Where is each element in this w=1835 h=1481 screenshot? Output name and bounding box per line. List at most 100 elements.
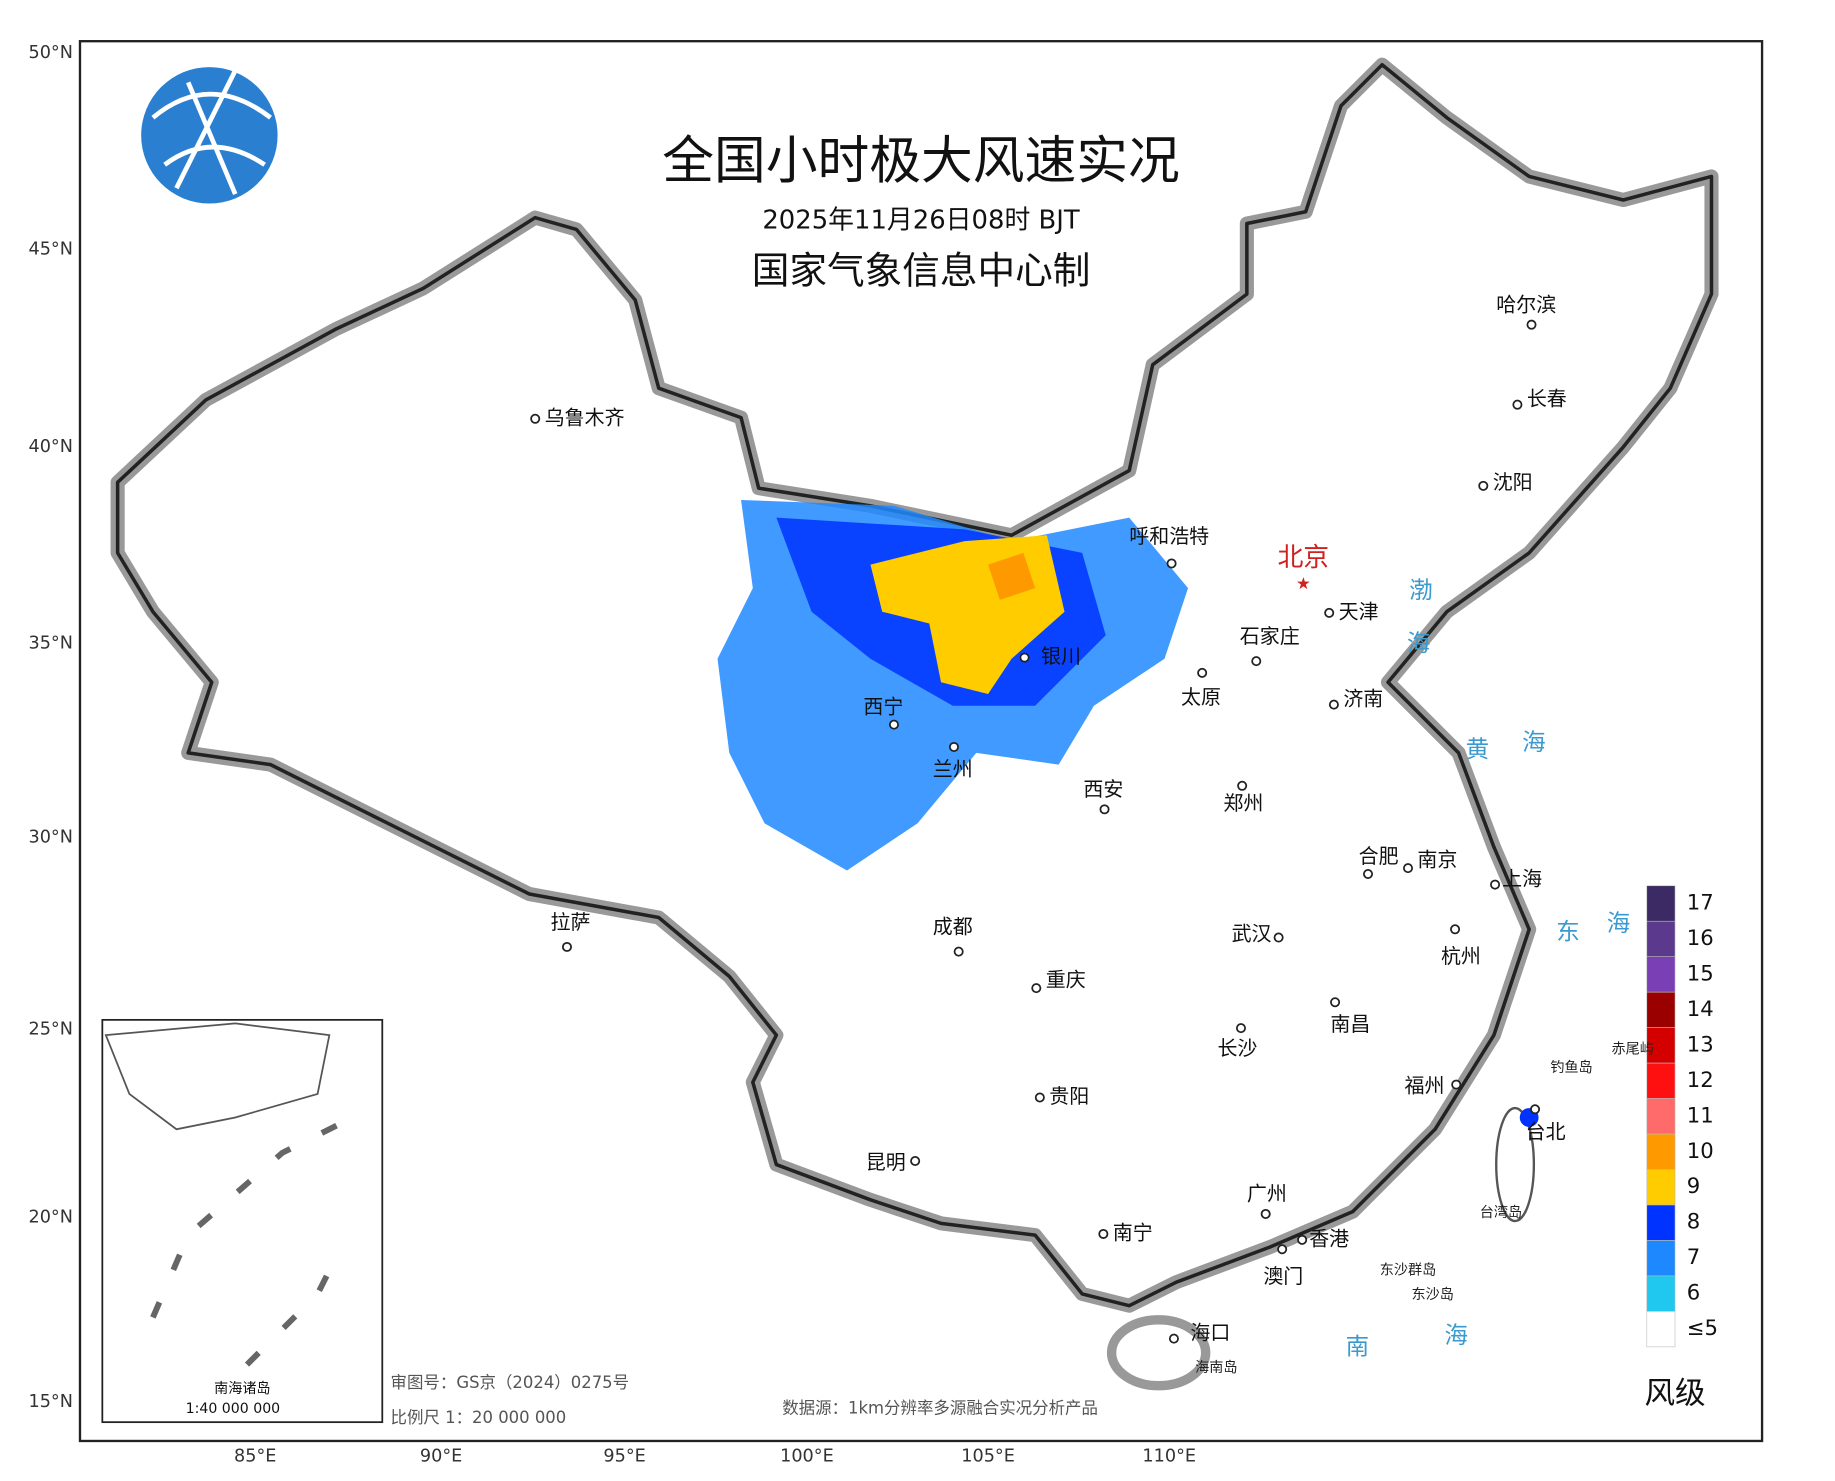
legend-swatch bbox=[1646, 991, 1676, 1028]
taiwan bbox=[1495, 1106, 1536, 1223]
city-label: 西安 bbox=[1083, 777, 1123, 801]
city-marker bbox=[1235, 1023, 1246, 1034]
review-number: 审图号：GS京（2024）0275号 bbox=[391, 1373, 630, 1392]
city-label: 台北 bbox=[1526, 1119, 1566, 1143]
city-label: 长沙 bbox=[1217, 1036, 1257, 1060]
legend-label: 9 bbox=[1687, 1173, 1700, 1198]
city-marker bbox=[1324, 607, 1335, 618]
legend-label: 11 bbox=[1687, 1102, 1714, 1127]
legend-swatch bbox=[1646, 1098, 1676, 1135]
city-label: 哈尔滨 bbox=[1496, 292, 1556, 316]
hainan bbox=[1106, 1315, 1211, 1391]
data-source: 数据源：1km分辨率多源融合实况分析产品 bbox=[782, 1399, 1098, 1418]
city-label: 重庆 bbox=[1046, 968, 1086, 992]
legend-swatch bbox=[1646, 1311, 1676, 1348]
longitude-label: 105°E bbox=[961, 1446, 1015, 1466]
place-label: 东 bbox=[1556, 917, 1580, 945]
city-marker bbox=[888, 719, 899, 730]
longitude-label: 95°E bbox=[603, 1446, 645, 1466]
map-time: 2025年11月26日08时 BJT bbox=[762, 206, 1080, 236]
place-label: 渤 bbox=[1409, 576, 1433, 604]
scale-note: 比例尺 1：20 000 000 bbox=[391, 1408, 567, 1427]
city-label: 拉萨 bbox=[551, 910, 591, 934]
legend-swatch bbox=[1646, 1027, 1676, 1064]
latitude-label: 30°N bbox=[28, 828, 72, 848]
city-label: 上海 bbox=[1502, 866, 1542, 890]
place-label: 海 bbox=[1407, 629, 1431, 657]
legend-swatch bbox=[1646, 1240, 1676, 1277]
city-label: 长春 bbox=[1527, 386, 1567, 410]
city-label: 昆明 bbox=[866, 1150, 906, 1174]
city-marker bbox=[1490, 879, 1501, 890]
city-marker bbox=[1099, 804, 1110, 815]
capital-star: ★ bbox=[1296, 574, 1311, 593]
inset-title: 南海诸岛 bbox=[214, 1381, 270, 1397]
city-marker bbox=[561, 941, 572, 952]
city-label: 成都 bbox=[933, 915, 973, 939]
city-marker bbox=[1251, 656, 1262, 667]
city-label: 天津 bbox=[1339, 599, 1379, 623]
longitude-label: 100°E bbox=[780, 1446, 834, 1466]
city-marker bbox=[1031, 983, 1042, 994]
city-label: 西宁 bbox=[863, 695, 903, 719]
logo bbox=[141, 67, 278, 204]
place-label: 黄 bbox=[1466, 735, 1490, 763]
legend-label: 16 bbox=[1687, 925, 1714, 950]
legend-title: 风级 bbox=[1644, 1377, 1705, 1412]
city-marker bbox=[1330, 997, 1341, 1008]
legend: 17 16 15 14 13 12 11 10 9 8 7 6 ≤5 风级 bbox=[1644, 885, 1718, 1412]
city-marker bbox=[948, 741, 959, 752]
logo-lines bbox=[151, 69, 272, 196]
city-label: 兰州 bbox=[933, 757, 973, 781]
city-marker bbox=[910, 1156, 921, 1167]
latitude-label: 40°N bbox=[28, 437, 72, 457]
city-marker bbox=[1197, 667, 1208, 678]
city-marker bbox=[1363, 869, 1374, 880]
legend-label: 6 bbox=[1687, 1280, 1700, 1305]
place-label: 东沙群岛 bbox=[1380, 1262, 1436, 1278]
city-label: 香港 bbox=[1309, 1226, 1349, 1250]
city-marker bbox=[1168, 1333, 1179, 1344]
legend-label: 17 bbox=[1687, 890, 1714, 915]
city-label: 南宁 bbox=[1113, 1220, 1153, 1244]
map-title: 全国小时极大风速实况 bbox=[662, 132, 1180, 192]
legend-label: 12 bbox=[1687, 1067, 1714, 1092]
legend-swatch bbox=[1646, 1062, 1676, 1099]
city-marker bbox=[1019, 652, 1030, 663]
city-label: 海口 bbox=[1190, 1320, 1230, 1344]
legend-swatch bbox=[1646, 956, 1676, 993]
legend-label: 8 bbox=[1687, 1209, 1700, 1234]
city-label: 杭州 bbox=[1441, 944, 1481, 968]
city-marker bbox=[1526, 319, 1537, 330]
legend-swatch bbox=[1646, 1275, 1676, 1312]
city-marker bbox=[1530, 1104, 1541, 1115]
city-marker bbox=[1034, 1092, 1045, 1103]
city-label: 澳门 bbox=[1263, 1264, 1303, 1288]
map-producer: 国家气象信息中心制 bbox=[752, 248, 1091, 292]
place-label: 赤尾屿 bbox=[1612, 1041, 1654, 1057]
latitude-label: 35°N bbox=[28, 633, 72, 653]
city-marker bbox=[953, 946, 964, 957]
latitude-label: 50°N bbox=[28, 43, 72, 63]
city-label: 济南 bbox=[1343, 686, 1383, 710]
legend-swatch bbox=[1646, 1204, 1676, 1241]
legend-label: 15 bbox=[1687, 960, 1714, 985]
city-label: 福州 bbox=[1404, 1073, 1444, 1097]
city-marker bbox=[1297, 1234, 1308, 1245]
city-label: 南昌 bbox=[1330, 1012, 1370, 1036]
latitude-label: 15°N bbox=[28, 1392, 72, 1412]
city-label: 贵阳 bbox=[1049, 1084, 1089, 1108]
china-border bbox=[115, 62, 1714, 1308]
city-marker bbox=[1098, 1228, 1109, 1239]
place-label: 钓鱼岛 bbox=[1550, 1059, 1592, 1076]
city-label: 武汉 bbox=[1232, 922, 1272, 946]
city-marker bbox=[1273, 932, 1284, 943]
city-marker bbox=[1328, 699, 1339, 710]
city-marker bbox=[1451, 1079, 1462, 1090]
city-label: 石家庄 bbox=[1240, 624, 1300, 648]
latitude-label: 25°N bbox=[28, 1019, 72, 1039]
legend-label: 13 bbox=[1687, 1031, 1714, 1056]
legend-label: ≤5 bbox=[1687, 1315, 1718, 1340]
city-marker bbox=[1403, 863, 1414, 874]
